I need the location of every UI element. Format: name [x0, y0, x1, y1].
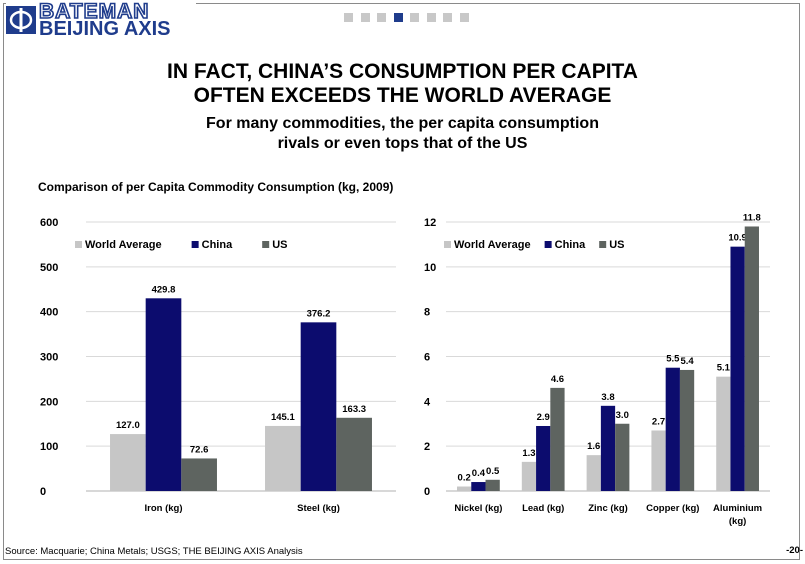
pager-square: [344, 13, 353, 22]
y-tick-label: 100: [40, 441, 58, 453]
data-label: 10.9: [728, 233, 747, 244]
data-label: 0.4: [472, 468, 486, 479]
bar: [457, 486, 472, 491]
bar: [471, 482, 486, 491]
bar: [110, 434, 146, 491]
bar: [550, 387, 565, 491]
logo-text-bateman: BATEMAN: [38, 0, 150, 23]
y-tick-label: 8: [424, 307, 430, 319]
bar: [336, 417, 372, 491]
pager-square: [410, 13, 419, 22]
slide-title-line1: IN FACT, CHINA’S CONSUMPTION PER CAPITA: [167, 60, 638, 83]
source-note: Source: Macquarie; China Metals; USGS; T…: [5, 546, 303, 557]
data-label: 1.3: [522, 448, 535, 459]
data-label: 163.3: [342, 404, 366, 415]
data-label: 0.5: [486, 466, 500, 477]
category-label: Nickel (kg): [454, 503, 502, 514]
category-label: Lead (kg): [522, 503, 564, 514]
data-label: 0.2: [458, 473, 471, 484]
data-label: 72.6: [190, 444, 209, 455]
y-tick-label: 2: [424, 441, 430, 453]
legend-swatch: [191, 241, 199, 248]
y-tick-label: 0: [40, 486, 46, 498]
pager-square: [393, 13, 403, 22]
bar: [716, 376, 731, 491]
pager-square: [426, 13, 436, 22]
slide-frame: [3, 3, 800, 560]
bar: [145, 298, 182, 491]
legend-entry: World Average: [85, 239, 162, 251]
bar: [615, 423, 630, 491]
bar: [181, 458, 217, 491]
data-label: 145.1: [271, 412, 295, 423]
category-label: Iron (kg): [145, 503, 183, 514]
data-label: 11.8: [743, 212, 761, 223]
y-tick-label: 4: [424, 396, 431, 408]
y-tick-label: 500: [40, 262, 58, 274]
category-label: Zinc (kg): [588, 503, 628, 514]
bar: [586, 455, 601, 491]
y-tick-label: 6: [424, 352, 430, 364]
legend-entry: China: [555, 239, 586, 251]
bar: [665, 367, 680, 491]
legend-swatch: [444, 241, 451, 248]
slide-title-line2: OFTEN EXCEEDS THE WORLD AVERAGE: [193, 84, 612, 107]
data-label: 429.8: [152, 284, 176, 295]
bar: [521, 461, 537, 491]
company-logo: BATEMAN BEIJING AXIS: [6, 0, 196, 40]
legend-entry: US: [272, 239, 287, 251]
pager-square: [459, 13, 469, 22]
y-tick-label: 0: [424, 486, 430, 498]
bar: [485, 479, 500, 491]
category-label: Aluminium: [713, 503, 762, 514]
data-label: 2.7: [652, 416, 665, 427]
bar: [300, 322, 337, 491]
data-label: 3.8: [601, 392, 614, 403]
data-label: 5.1: [717, 363, 731, 374]
data-label: 127.0: [116, 420, 140, 431]
pager-square: [377, 13, 386, 22]
chart-iron-steel: 0 100 200 300 400 500 600 127.0 429.8 72.6 Iron (k…: [40, 217, 396, 514]
data-label: 1.6: [587, 441, 600, 452]
category-label: Copper (kg): [646, 503, 699, 514]
bar: [536, 425, 551, 491]
legend-entry: China: [202, 239, 233, 251]
legend-swatch: [75, 241, 82, 248]
y-tick-label: 400: [40, 307, 58, 319]
legend-swatch: [262, 241, 270, 248]
chart-caption: Comparison of per Capita Commodity Consu…: [38, 180, 394, 194]
y-tick-label: 300: [40, 352, 58, 364]
pager-square: [443, 13, 452, 22]
bar: [744, 226, 759, 491]
data-label: 4.6: [551, 374, 564, 385]
bar: [730, 246, 745, 491]
bar: [651, 430, 666, 491]
data-label: 2.9: [537, 412, 550, 423]
bar: [679, 369, 695, 491]
slide-subtitle-line1: For many commodities, the per capita con…: [206, 115, 599, 132]
legend-entry: World Average: [454, 239, 531, 251]
data-label: 376.2: [307, 308, 331, 319]
y-tick-label: 200: [40, 396, 58, 408]
legend-entry: US: [609, 239, 624, 251]
bar: [600, 405, 616, 491]
category-label: Steel (kg): [297, 503, 340, 514]
logo-mark-icon: [6, 6, 36, 34]
data-label: 5.5: [666, 354, 680, 365]
data-label: 3.0: [616, 410, 629, 421]
logo-text-beijing-axis: BEIJING AXIS: [39, 18, 171, 40]
pager-square: [360, 13, 370, 22]
y-tick-label: 600: [40, 217, 58, 229]
y-tick-label: 12: [424, 217, 436, 229]
legend-swatch: [599, 241, 607, 248]
page-number: -20-: [786, 545, 803, 556]
y-tick-label: 10: [424, 262, 436, 274]
chart-base-metals: 0 2 4 6 8 10 12 0.2 0.4 0.5 Nickel (kg) 1.3 2.9 4.6 Le…: [424, 212, 770, 527]
legend-swatch: [544, 241, 552, 248]
data-label: 5.4: [680, 356, 694, 367]
bar: [265, 425, 301, 491]
slide-subtitle-line2: rivals or even tops that of the US: [277, 135, 528, 152]
category-label: (kg): [729, 516, 746, 527]
